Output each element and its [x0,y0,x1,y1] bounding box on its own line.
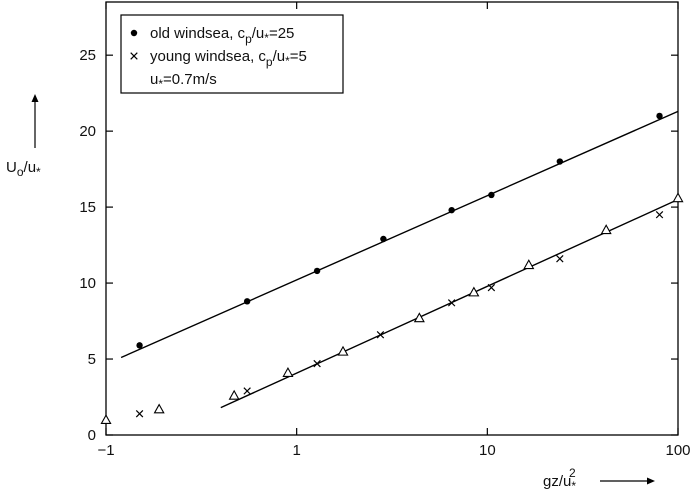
data-point-triangle [228,389,240,400]
x-tick-label: 10 [479,442,496,459]
data-point-triangle [468,286,480,297]
data-point-dot [448,206,455,214]
x-tick-label: −1 [97,442,114,459]
data-point-cross [135,410,144,418]
data-point-triangle [282,366,294,377]
data-point-triangle [672,192,684,203]
data-point-cross [556,255,564,263]
data-point-cross [655,210,664,219]
y-axis-arrowhead [31,94,39,102]
data-point-cross [487,283,496,292]
data-point-triangle [337,345,349,356]
data-point-cross [313,359,321,368]
data-points [100,112,684,425]
cross-stroke [243,387,251,395]
cross-stroke [655,210,664,219]
plot-frame [105,1,679,436]
y-tick-label: 15 [79,199,96,216]
data-point-dot [656,112,663,120]
data-point-dot [243,298,251,305]
y-tick-label: 10 [79,275,96,292]
cross-stroke [556,255,564,263]
legend-note: u*=0.7m/s [150,71,217,91]
data-point-cross [376,331,385,339]
data-point-dot [488,191,495,199]
y-axis-label: Uo/u* [6,159,41,179]
legend-box [120,14,344,94]
fit-lines [120,110,679,409]
data-point-dot [130,29,138,37]
x-tick-label: 1 [292,442,300,459]
axes: −1 1 10 100 0 5 10 15 20 25 [79,1,691,459]
data-point-cross [243,387,251,395]
y-tick-label: 5 [88,351,96,368]
data-point-dot [136,342,143,349]
data-point-cross [447,299,456,307]
axis-labels: Uo/u* gz/u*2 [6,94,655,493]
data-point-dot [556,158,564,165]
x-axis-arrowhead [647,477,655,485]
legend-entry-young: young windsea, cp/u*=5 [150,48,307,69]
data-point-triangle [413,312,425,323]
x-tick-label: 100 [665,442,690,459]
fit-line [120,110,679,359]
cross-stroke [376,331,385,339]
legend-entry-old: old windsea, cp/u*=25 [150,25,294,46]
fit-line [220,198,679,409]
cross-stroke [313,359,321,368]
y-tick-label: 0 [88,427,96,444]
data-point-dot [380,235,387,243]
x-axis-label: gz/u*2 [543,466,576,493]
data-point-dot [313,267,321,275]
cross-stroke [130,52,138,60]
cross-stroke [135,410,144,418]
y-tick-label: 20 [79,123,96,140]
data-point-triangle [100,414,112,425]
data-point-triangle [153,403,165,414]
cross-stroke [447,299,456,307]
data-point-triangle [600,224,612,235]
data-point-cross [130,52,138,60]
data-point-triangle [523,259,535,270]
y-tick-label: 25 [79,47,96,64]
cross-stroke [487,283,496,292]
